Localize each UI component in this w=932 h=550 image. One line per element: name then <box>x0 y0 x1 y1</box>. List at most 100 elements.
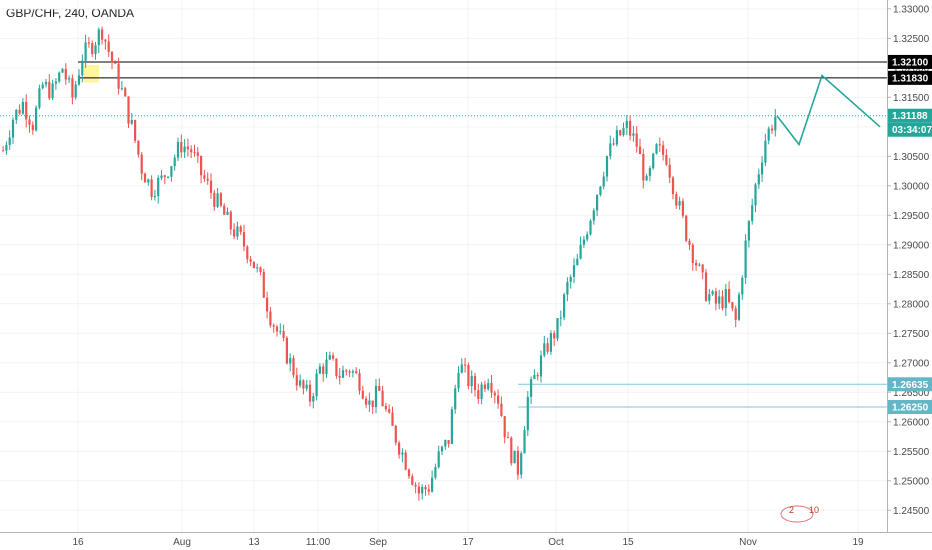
y-tick-label: 1.26500 <box>893 388 930 399</box>
candle-body <box>487 383 490 389</box>
candle-body <box>497 395 500 404</box>
candle-body <box>249 259 252 262</box>
candle-body <box>114 62 117 64</box>
candle-body <box>345 370 348 372</box>
x-tick-label: Aug <box>173 537 191 548</box>
candle-body <box>351 371 354 373</box>
candle-body <box>186 146 189 150</box>
chart-title: GBP/CHF, 240, OANDA <box>6 6 135 20</box>
candle-body <box>454 388 457 410</box>
candle-body <box>685 215 688 241</box>
candle-body <box>236 226 239 237</box>
candle-body <box>167 176 170 178</box>
candle-body <box>140 154 143 174</box>
candle-body <box>325 359 328 375</box>
candle-body <box>176 142 180 158</box>
candle-body <box>553 333 556 339</box>
y-tick-label: 1.28000 <box>893 299 930 310</box>
candle-body <box>206 178 209 181</box>
candle-body <box>572 265 576 277</box>
candle-body <box>58 72 61 82</box>
y-tick-label: 1.33000 <box>893 4 930 15</box>
candle-body <box>602 176 605 187</box>
candle-body <box>130 119 133 124</box>
candle-body <box>411 476 414 485</box>
candle-body <box>15 109 18 120</box>
candle-body <box>744 240 747 278</box>
event-marker-label: 2 <box>789 505 794 515</box>
candle-body <box>54 81 57 84</box>
candle-body <box>94 45 97 55</box>
price-tag-label: 1.31830 <box>892 73 929 84</box>
candle-body <box>714 291 717 304</box>
candle-body <box>731 302 734 309</box>
candle-body <box>213 192 216 207</box>
candle-body <box>536 375 539 377</box>
time-axis[interactable]: 16 Aug 13 11:00 Sep 17 Oct 15 Nov 19 <box>0 532 932 549</box>
candle-body <box>622 127 625 136</box>
candle-body <box>200 156 203 176</box>
candle-body <box>652 153 655 169</box>
candle-body <box>196 152 199 157</box>
x-tick-label: 15 <box>622 537 634 548</box>
x-tick-label: 17 <box>462 537 474 548</box>
candle-body <box>305 384 308 389</box>
candle-body <box>292 358 295 376</box>
candle-body <box>242 232 246 247</box>
y-tick-label: 1.30500 <box>893 152 930 163</box>
candle-body <box>579 244 582 259</box>
candle-body <box>381 390 384 407</box>
price-axis[interactable]: 1.330001.325001.320001.315001.310001.305… <box>887 0 932 550</box>
candle-body <box>378 385 381 391</box>
candle-body <box>157 177 160 196</box>
candle-body <box>675 194 678 206</box>
x-tick-label: Oct <box>548 537 564 548</box>
candlesticks <box>2 26 777 501</box>
candle-body <box>424 487 427 490</box>
candle-body <box>84 42 87 61</box>
candle-body <box>117 63 120 89</box>
price-tag-label: 1.32100 <box>892 57 929 68</box>
highlight-box <box>84 64 99 83</box>
candle-body <box>434 467 437 478</box>
grid <box>0 0 887 532</box>
candle-body <box>477 390 480 400</box>
y-tick-label: 1.29000 <box>893 240 930 251</box>
candle-body <box>289 358 292 364</box>
candle-body <box>163 175 166 177</box>
candle-body <box>388 409 391 413</box>
candle-body <box>279 331 282 333</box>
candle-body <box>691 244 694 263</box>
candle-body <box>480 384 483 400</box>
candle-body <box>520 453 523 475</box>
candle-body <box>678 201 681 206</box>
projection-line <box>776 74 881 147</box>
candle-body <box>490 383 493 393</box>
candle-body <box>127 96 130 124</box>
candle-body <box>275 326 279 332</box>
candle-body <box>569 276 572 282</box>
y-tick-label: 1.24500 <box>893 506 930 517</box>
x-tick-label: 19 <box>852 537 864 548</box>
x-tick-label: 16 <box>72 537 84 548</box>
candle-body <box>457 372 460 389</box>
candle-body <box>543 343 546 356</box>
candle-body <box>447 440 450 444</box>
candle-body <box>374 385 378 408</box>
candle-body <box>728 289 731 303</box>
candle-body <box>645 175 648 181</box>
x-tick-label: Nov <box>739 537 757 548</box>
candle-body <box>74 84 77 98</box>
candle-body <box>563 294 566 318</box>
candle-body <box>371 400 374 408</box>
candle-body <box>546 343 549 352</box>
candle-body <box>407 469 411 477</box>
candle-body <box>655 144 658 154</box>
candle-body <box>751 205 754 222</box>
price-axis-panel[interactable] <box>887 0 932 550</box>
event-marker-label: 10 <box>809 505 819 515</box>
candle-body <box>767 128 770 141</box>
candle-body <box>503 416 506 438</box>
candle-body <box>256 267 259 269</box>
